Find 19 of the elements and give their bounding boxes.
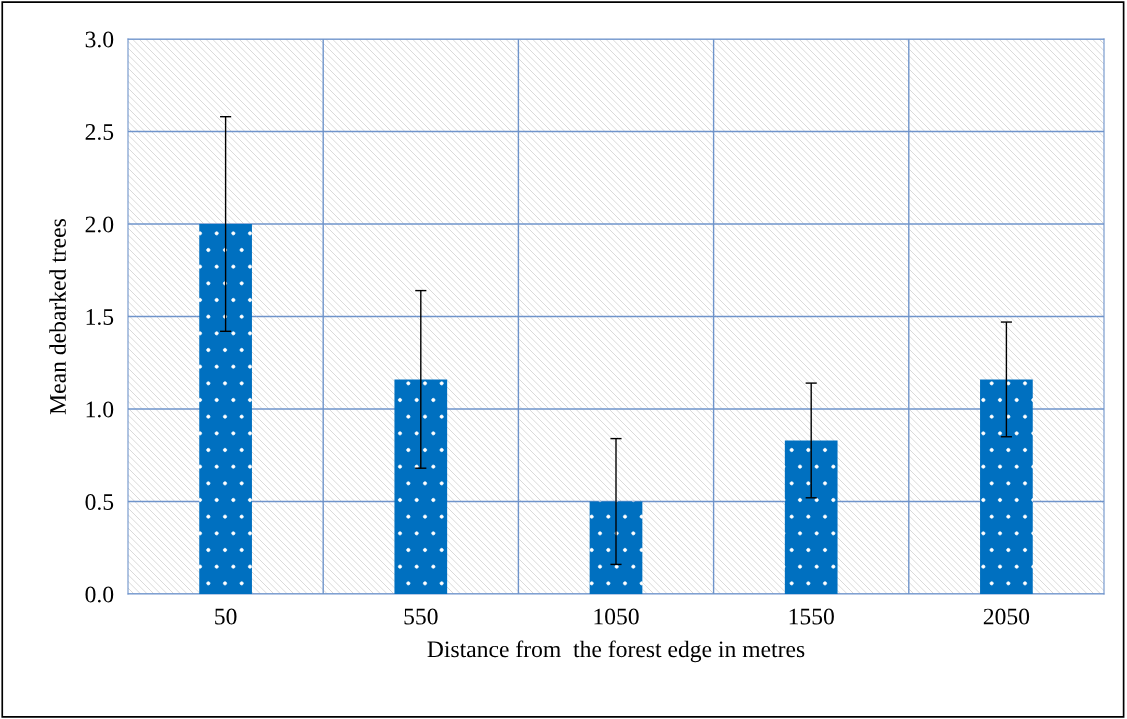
bar: [394, 379, 448, 594]
x-tick-label: 1050: [594, 608, 639, 625]
bar: [980, 379, 1033, 594]
bar: [589, 501, 643, 594]
y-tick-label: 1.0: [86, 401, 114, 418]
y-tick-label: 2.5: [85, 124, 114, 141]
y-tick-label: 0.0: [85, 586, 114, 603]
x-axis-title: Distance from the forest edge in metres: [427, 640, 805, 663]
y-tick-label: 2.0: [85, 216, 114, 233]
y-tick-label: 1.5: [86, 309, 114, 326]
bar: [784, 440, 838, 594]
x-tick-label: 550: [404, 608, 438, 625]
y-axis-title: Mean debarked trees: [49, 219, 66, 415]
bar: [199, 224, 252, 594]
x-tick-label: 50: [215, 608, 237, 625]
y-tick-label: 0.5: [85, 493, 114, 511]
y-tick-label: 3.0: [85, 31, 114, 48]
x-tick-label: 2050: [983, 608, 1030, 625]
x-tick-label: 1550: [789, 608, 834, 625]
